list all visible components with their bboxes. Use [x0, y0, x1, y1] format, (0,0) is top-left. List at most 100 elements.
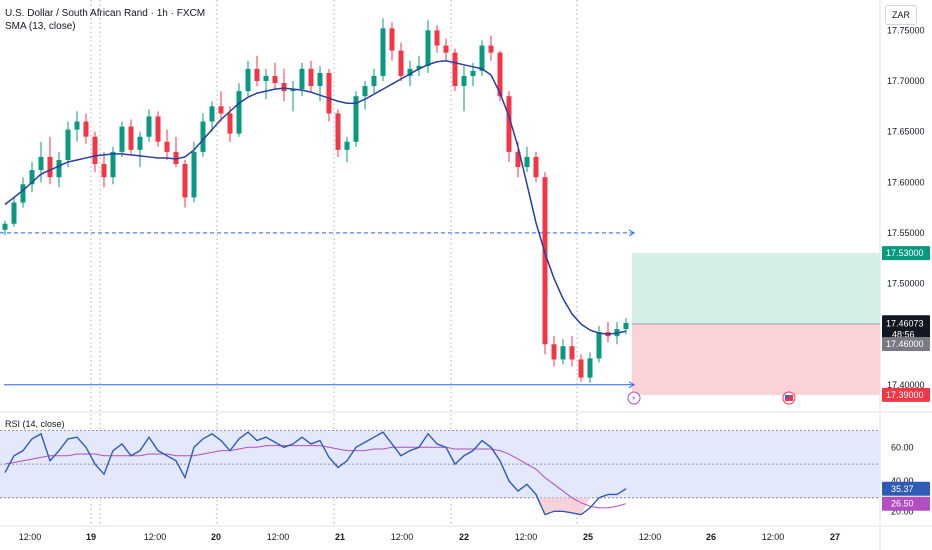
candle-body	[119, 126, 125, 152]
rsi-ma-line	[4, 445, 627, 509]
time-tick-label: 12:00	[19, 532, 42, 542]
candle-body	[236, 91, 242, 134]
lightning-glyph: ⚡	[631, 394, 637, 403]
price-tick-label: 17.65000	[887, 127, 925, 137]
candle-body	[173, 151, 179, 165]
candle-body	[191, 151, 197, 198]
countdown-label: 48:56	[892, 329, 915, 339]
candle-body	[623, 322, 629, 330]
candle-body	[209, 106, 215, 122]
entry-label-bg	[882, 337, 930, 351]
time-tick-label: 26	[706, 532, 716, 542]
rsi-tick-label: 60.00	[891, 442, 914, 452]
entry-label: 17.46000	[886, 339, 924, 349]
last-price-label: 17.46073	[886, 318, 924, 328]
candle-body	[110, 151, 116, 178]
candle-body	[317, 72, 323, 87]
candle-body	[596, 332, 602, 359]
candle-body	[479, 45, 485, 71]
candle-body	[371, 75, 377, 87]
candle-body	[497, 52, 503, 97]
candle-body	[470, 70, 476, 76]
candle-body	[281, 83, 287, 92]
candle-body	[533, 156, 539, 178]
candle-body	[434, 30, 440, 46]
candle-body	[344, 141, 350, 150]
candle-body	[290, 89, 296, 92]
candle-body	[416, 65, 422, 69]
candle-body	[380, 28, 386, 76]
candle-body	[560, 346, 566, 360]
candle-body	[515, 151, 521, 168]
candle-body	[11, 202, 17, 224]
candle-body	[542, 177, 548, 345]
candle-body	[407, 68, 413, 76]
candle-body	[299, 68, 305, 90]
currency-button[interactable]: ZAR	[885, 5, 917, 25]
time-tick-label: 12:00	[144, 532, 167, 542]
stop-loss-label-bg	[882, 387, 930, 402]
time-tick-label: 19	[86, 532, 96, 542]
price-tick-label: 17.40000	[887, 380, 925, 390]
candle-body	[56, 159, 62, 178]
candle-body	[362, 86, 368, 97]
last-price-bg	[882, 315, 930, 342]
candle-body	[155, 116, 161, 142]
candle-body	[389, 28, 395, 51]
candle-body	[452, 52, 458, 87]
candle-body	[461, 75, 467, 87]
candle-body	[569, 346, 575, 360]
rsi-value-bg	[882, 481, 930, 496]
time-tick-label: 12:00	[391, 532, 414, 542]
rsi-value-label: 35.37	[891, 484, 914, 494]
time-tick-label: 20	[211, 532, 221, 542]
candle-body	[101, 164, 107, 178]
candle-body	[551, 344, 557, 360]
us-flag-canton	[785, 395, 789, 398]
candle-body	[398, 50, 404, 76]
candle-body	[146, 116, 152, 137]
candle-body	[227, 113, 233, 134]
candle-body	[65, 129, 71, 160]
price-tick-label: 17.75000	[887, 25, 925, 35]
candle-body	[524, 156, 530, 168]
rsi-tick-label: 20.00	[891, 506, 914, 516]
candle-body	[74, 121, 80, 130]
candle-body	[587, 358, 593, 378]
dashed-level-arrow	[628, 229, 635, 237]
time-tick-label: 12:00	[267, 532, 290, 542]
candle-body	[92, 136, 98, 165]
candle-body	[164, 141, 170, 152]
candle-body	[128, 126, 134, 150]
candle-body	[443, 45, 449, 53]
candle-body	[245, 68, 251, 92]
candle-body	[38, 156, 44, 171]
candle-body	[182, 164, 188, 198]
candle-body	[353, 96, 359, 142]
take-profit-label-bg	[882, 246, 930, 261]
candle-body	[263, 75, 269, 81]
price-tick-label: 17.55000	[887, 228, 925, 238]
take-profit-label: 17.53000	[886, 248, 924, 258]
candle-body	[47, 156, 53, 178]
time-tick-label: 12:00	[515, 532, 538, 542]
candle-body	[308, 68, 314, 87]
price-tick-label: 17.70000	[887, 76, 925, 86]
candle-body	[425, 30, 431, 66]
candle-body	[83, 121, 89, 137]
candle-body	[254, 68, 260, 81]
time-tick-label: 25	[583, 532, 593, 542]
rsi-ma-value-label: 26.50	[891, 499, 914, 509]
candle-body	[272, 75, 278, 84]
candle-body	[20, 184, 26, 203]
candle-body	[29, 170, 35, 185]
rsi-ma-value-bg	[882, 496, 930, 511]
rsi-line	[4, 431, 627, 516]
rsi-oversold-fill	[536, 497, 590, 515]
price-tick-label: 17.60000	[887, 177, 925, 187]
sma-line	[4, 59, 627, 335]
time-tick-label: 12:00	[639, 532, 662, 542]
candle-body	[506, 96, 512, 152]
candle-body	[488, 45, 494, 53]
